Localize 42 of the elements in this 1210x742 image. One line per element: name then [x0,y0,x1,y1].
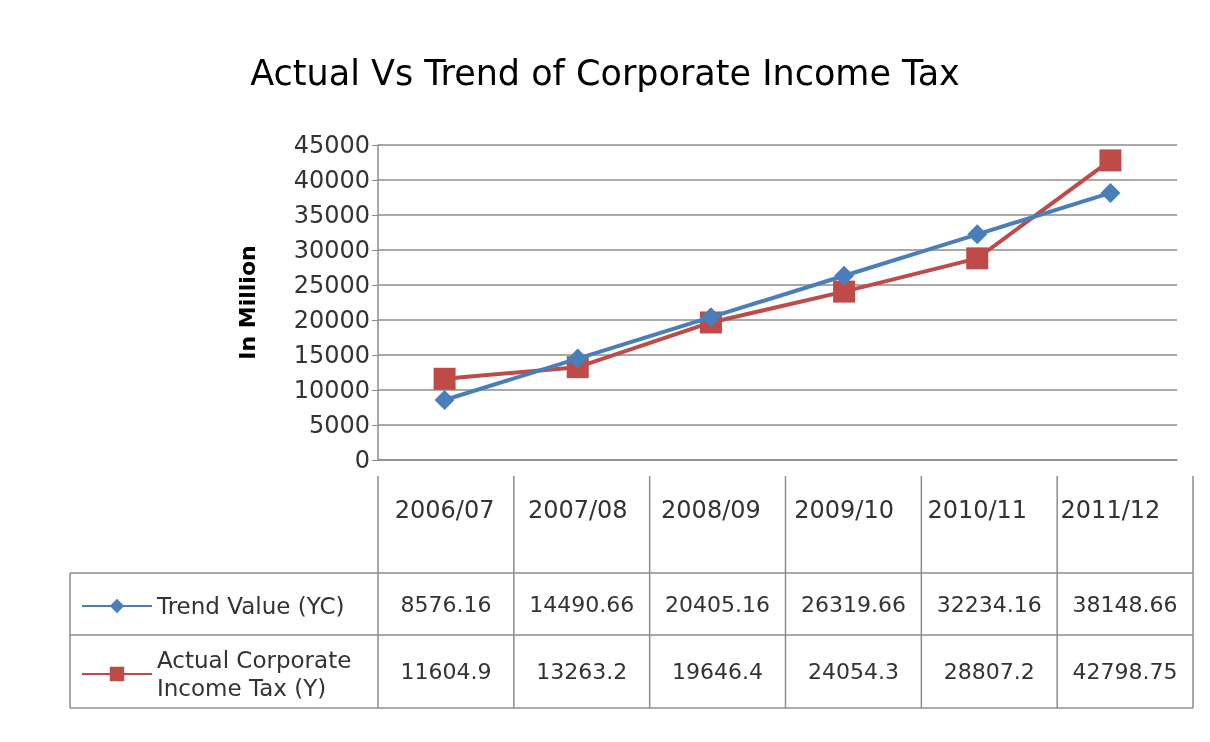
point [1100,182,1121,203]
point [567,348,588,369]
y-tick-label: 30000 [293,236,370,264]
y-tick-label: 20000 [293,306,370,334]
legend-label: Trend Value (YC) [156,593,345,619]
data-label: 13263.2 [536,659,628,684]
data-label: 24054.3 [807,659,899,684]
point [700,307,721,328]
data-label: 8576.16 [400,591,492,617]
y-tick-label: 10000 [293,376,370,404]
y-tick-label: 25000 [293,271,370,299]
y-tick-label: 45000 [293,131,370,159]
x-tick-label: 2008/09 [661,496,761,524]
data-label: 20405.16 [665,591,771,617]
data-label: 11604.9 [400,659,492,684]
y-tick-label: 5000 [308,411,370,439]
point [833,280,856,303]
y-tick-label: 15000 [293,341,370,369]
data-label: 14490.66 [529,591,635,617]
y-tick-label: 0 [354,446,370,474]
data-label: 26319.66 [800,591,906,617]
x-tick-label: 2010/11 [927,496,1028,524]
x-tick-label: 2006/07 [394,496,495,524]
point [834,265,855,286]
y-tick-label: 35000 [293,201,370,229]
data-label: 28807.2 [943,659,1035,684]
point [1099,149,1122,172]
data-label: 32234.16 [936,591,1042,617]
point [966,247,989,270]
x-tick-label: 2011/12 [1060,496,1161,524]
point [433,367,456,390]
data-label: 42798.75 [1072,659,1178,684]
legend-label: Actual Corporate Income Tax (Y) [157,647,359,701]
x-tick-label: 2007/08 [527,496,628,524]
y-tick-label: 40000 [293,166,370,194]
chart-title: Actual Vs Trend of Corporate Income Tax [250,52,960,93]
x-tick-label: 2009/10 [794,496,894,524]
data-label: 38148.66 [1072,591,1178,617]
data-label: 19646.4 [672,659,764,684]
point [967,224,988,245]
point [434,389,455,410]
y-axis-title: In Million [234,245,260,360]
